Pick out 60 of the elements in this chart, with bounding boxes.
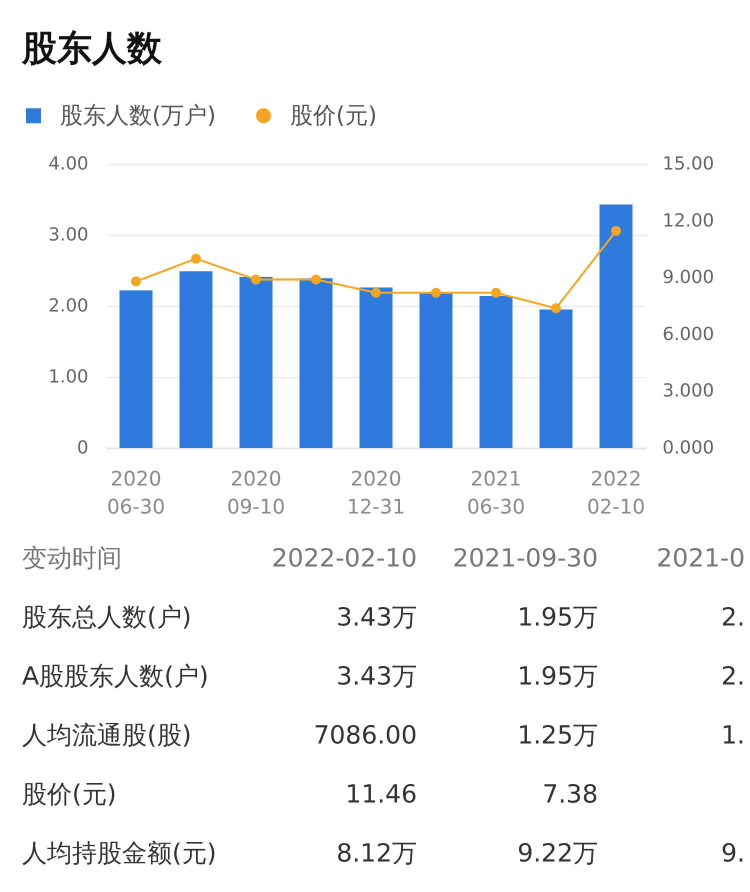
text: 3.43万: [336, 602, 417, 632]
point: [131, 276, 141, 286]
bar: [300, 278, 332, 448]
legend-label: 股价(元): [290, 102, 377, 129]
text: 股价(元): [22, 780, 117, 808]
legend-label: 股东人数(万户): [60, 102, 216, 129]
x-tick-label: 2022 02-10: [586, 466, 646, 518]
text: 9.: [721, 838, 745, 868]
text: 1.: [721, 720, 745, 750]
text: 1.25万: [517, 720, 598, 750]
y-tick-label: 1.00: [48, 366, 88, 388]
text: 股东总人数(户): [22, 602, 192, 632]
point: [431, 288, 441, 298]
text: 2021-0: [656, 544, 745, 572]
bar: [540, 310, 572, 448]
bar: [240, 276, 272, 448]
text: 变动时间: [22, 544, 122, 572]
y2-tick-label: 0.000: [662, 438, 714, 458]
x-tick-label: 2021 06-30: [466, 466, 526, 518]
text: 2021-09-30: [452, 544, 598, 572]
y2-tick-label: 3.000: [662, 380, 714, 402]
text: 7086.00: [314, 720, 417, 750]
y2-tick-label: 12.00: [662, 210, 714, 232]
bar: [420, 292, 452, 448]
point: [251, 274, 261, 284]
bar: [480, 296, 512, 448]
y-tick-label: 4.00: [48, 154, 88, 174]
text: 人均流通股(股): [22, 720, 192, 750]
x-tick-label: 2020 06-30: [106, 466, 166, 518]
x-tick-label: 2020 12-31: [346, 466, 406, 518]
chart-title: 股东人数: [21, 29, 163, 69]
bar: [180, 271, 212, 448]
point: [491, 288, 501, 298]
y-tick-label: 3.00: [48, 224, 88, 246]
x-tick-label: 2020 09-10: [226, 466, 286, 518]
text: 2022-02-10: [272, 544, 417, 572]
y2-tick-label: 15.00: [662, 154, 714, 174]
point: [551, 303, 561, 314]
text: 8.12万: [336, 838, 417, 868]
bar: [120, 290, 152, 448]
text: 1.95万: [517, 662, 598, 690]
text: 3.43万: [336, 662, 417, 690]
bar: [360, 288, 392, 448]
y-tick-label: 2.00: [48, 296, 88, 316]
bar: [600, 204, 632, 448]
text: A股股东人数(户): [22, 662, 209, 690]
y2-tick-label: 6.000: [662, 324, 714, 345]
y-tick-label: 0: [77, 438, 88, 458]
text: 2.: [721, 602, 745, 632]
text: 7.38: [542, 780, 598, 808]
text: 2.: [721, 662, 745, 690]
point: [611, 226, 621, 236]
point: [311, 274, 321, 284]
text: 1.95万: [517, 602, 598, 632]
text: 人均持股金额(元): [22, 838, 217, 868]
point: [191, 254, 201, 264]
text: 9.22万: [517, 838, 598, 868]
point: [371, 288, 381, 298]
text: 11.46: [345, 780, 417, 808]
y2-tick-label: 9.000: [662, 267, 714, 288]
